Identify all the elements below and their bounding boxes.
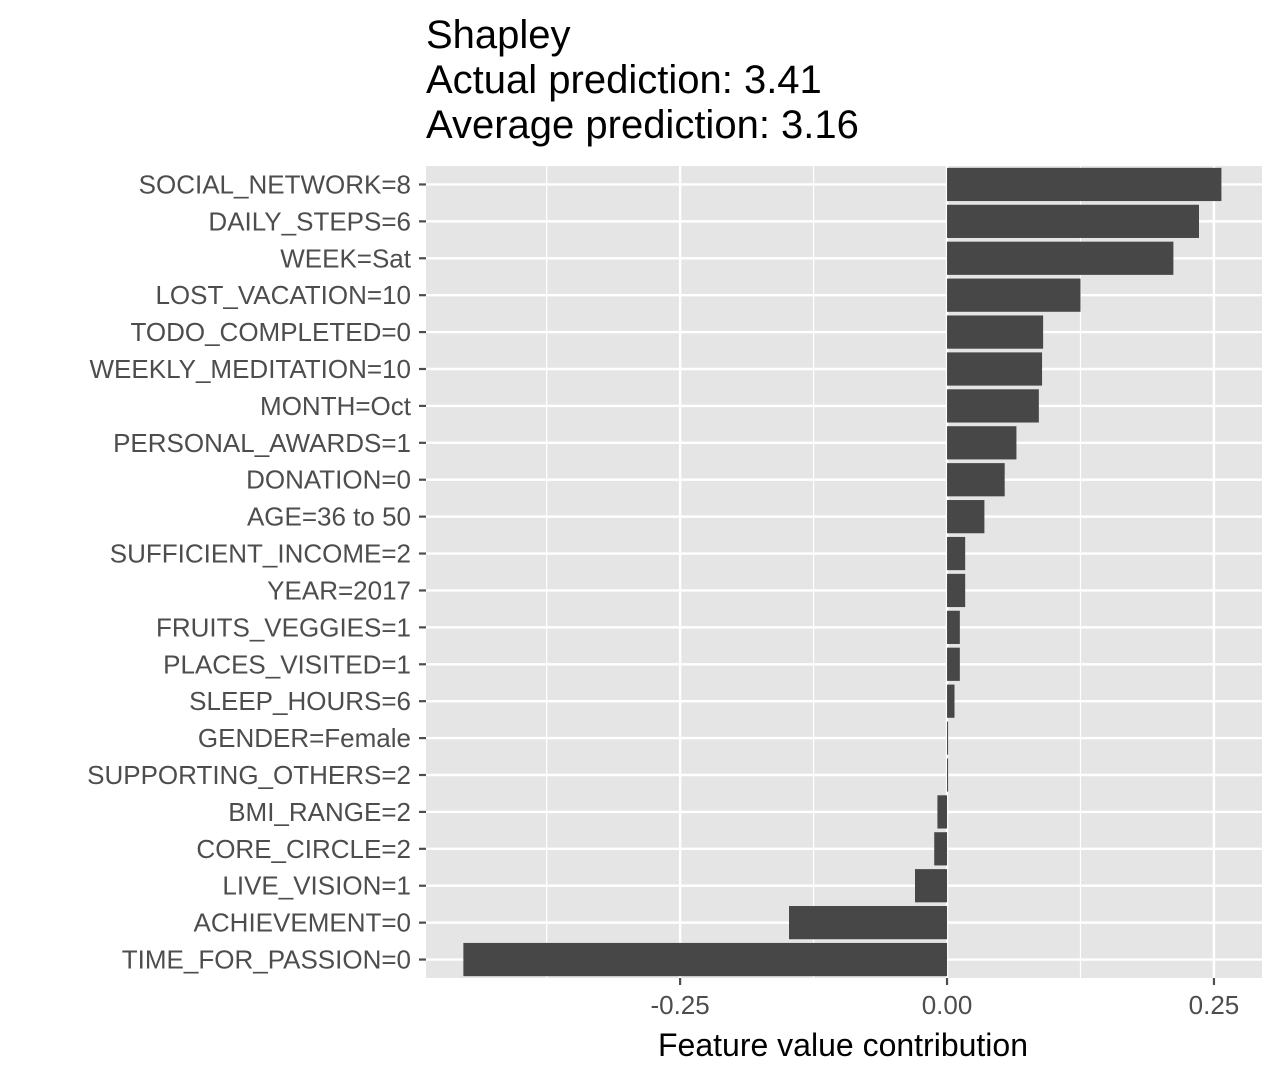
bar-sleep-hours-6	[947, 684, 955, 718]
bar-year-2017	[947, 573, 966, 608]
y-tick-label: WEEKLY_MEDITATION=10	[90, 354, 411, 384]
y-tick-label: GENDER=Female	[198, 723, 411, 753]
bar-weekly-meditation-10	[947, 352, 1043, 386]
bar-donation-0	[947, 463, 1005, 497]
x-tick-label: -0.25	[650, 990, 709, 1020]
bar-achievement-0	[789, 906, 948, 940]
chart-title: Shapley Actual prediction: 3.41 Average …	[426, 13, 859, 147]
bar-month-oct	[947, 389, 1039, 423]
y-tick-label: SUPPORTING_OTHERS=2	[87, 760, 411, 790]
y-tick-label: SUFFICIENT_INCOME=2	[110, 539, 411, 569]
y-tick-label: FRUITS_VEGGIES=1	[156, 612, 411, 642]
y-tick-label: PLACES_VISITED=1	[163, 649, 411, 679]
bar-supporting-others-2	[947, 758, 949, 792]
grid-lines	[426, 166, 1262, 978]
y-axis: SOCIAL_NETWORK=8 DAILY_STEPS=6 WEEK=Sat LOS…	[87, 169, 426, 975]
bar-todo-completed-0	[947, 315, 1044, 349]
plot-panel	[426, 166, 1262, 978]
y-tick-label: AGE=36 to 50	[247, 502, 411, 532]
y-tick-label: MONTH=Oct	[260, 391, 412, 421]
bar-personal-awards-1	[947, 426, 1017, 460]
y-tick-label: TIME_FOR_PASSION=0	[122, 945, 411, 975]
y-tick-label: TODO_COMPLETED=0	[130, 317, 411, 347]
y-tick-label: CORE_CIRCLE=2	[196, 834, 411, 864]
y-tick-label: LIVE_VISION=1	[222, 871, 411, 901]
x-axis: -0.25 0.00 0.25	[650, 978, 1239, 1020]
bar-gender-female	[947, 721, 949, 755]
bar-sufficient-income-2	[947, 536, 966, 571]
title-line-2: Actual prediction: 3.41	[426, 58, 822, 102]
y-tick-label: YEAR=2017	[267, 575, 411, 605]
bar-fruits-veggies-1	[947, 610, 960, 644]
bar-core-circle-2	[934, 832, 948, 866]
bar-live-vision-1	[915, 869, 948, 903]
y-tick-label: ACHIEVEMENT=0	[194, 908, 411, 938]
bar-bmi-range-2	[937, 795, 948, 829]
title-line-3: Average prediction: 3.16	[426, 103, 859, 147]
y-tick-label: BMI_RANGE=2	[228, 797, 411, 827]
y-tick-label: LOST_VACATION=10	[155, 280, 411, 310]
bar-social-network-8	[947, 167, 1222, 202]
title-line-1: Shapley	[426, 13, 571, 57]
y-tick-label: WEEK=Sat	[280, 243, 412, 273]
y-tick-label: SLEEP_HOURS=6	[189, 686, 411, 716]
bars	[463, 167, 1222, 977]
x-tick-label: 0.25	[1189, 990, 1240, 1020]
bar-time-for-passion-0	[463, 942, 948, 977]
bar-places-visited-1	[947, 647, 960, 681]
bar-daily-steps-6	[947, 204, 1200, 238]
bar-lost-vacation-10	[947, 278, 1081, 312]
bar-week-sat	[947, 241, 1174, 275]
y-tick-label: DAILY_STEPS=6	[208, 206, 411, 236]
y-tick-label: DONATION=0	[246, 465, 411, 495]
y-tick-label: PERSONAL_AWARDS=1	[113, 428, 411, 458]
x-tick-label: 0.00	[922, 990, 973, 1020]
bar-age-36-to-50	[947, 500, 985, 534]
x-axis-label: Feature value contribution	[658, 1027, 1028, 1063]
y-tick-label: SOCIAL_NETWORK=8	[139, 169, 411, 199]
